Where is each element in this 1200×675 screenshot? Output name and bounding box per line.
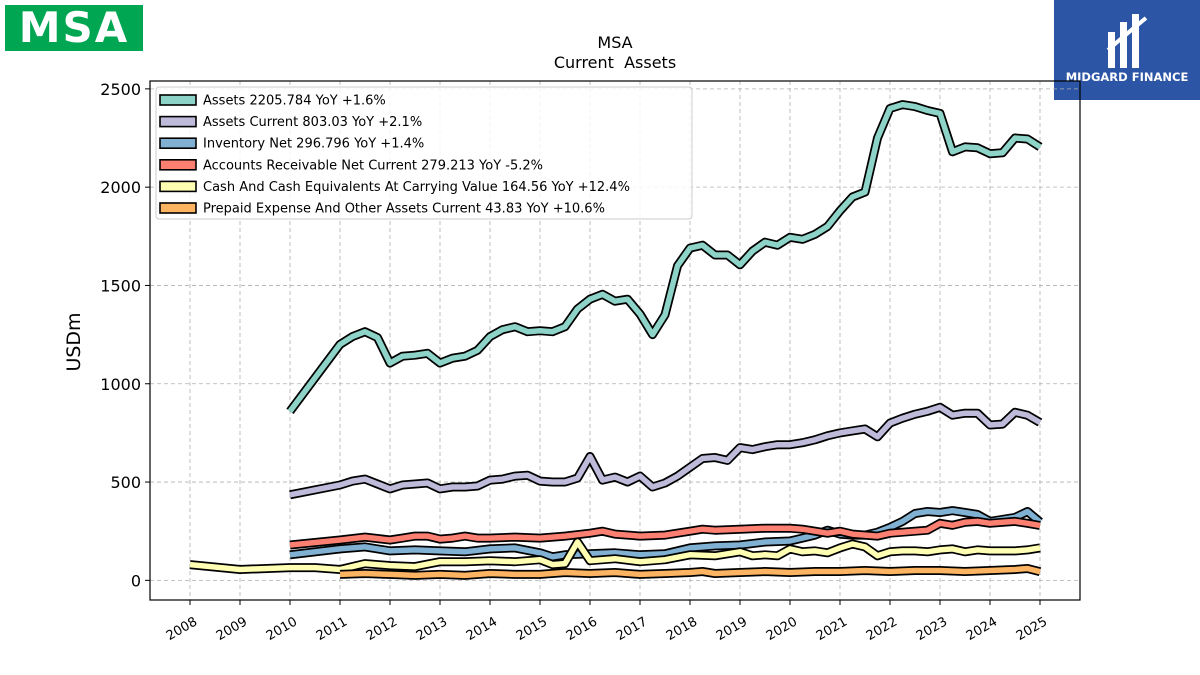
y-ticks: 0 500 1000 1500 2000 2500: [100, 80, 150, 590]
x-tick-label: 2011: [314, 614, 350, 644]
series-lines: [189, 100, 1043, 580]
x-tick-label: 2016: [564, 614, 600, 644]
legend-label: Prepaid Expense And Other Assets Current…: [203, 202, 605, 217]
msa-logo-text: MSA: [18, 3, 130, 52]
x-tick-label: 2025: [1014, 614, 1050, 644]
x-tick-label: 2015: [514, 614, 550, 644]
midgard-mark-icon: [1106, 14, 1148, 68]
x-tick-label: 2008: [164, 614, 200, 644]
legend: Assets 2205.784 YoY +1.6% Assets Current …: [155, 86, 693, 220]
x-tick-label: 2020: [764, 614, 800, 644]
y-tick-label: 2000: [100, 178, 141, 197]
y-axis-label: USDm: [63, 312, 85, 371]
y-tick-label: 500: [110, 473, 141, 492]
msa-logo: MSA: [5, 5, 143, 51]
x-tick-label: 2010: [264, 614, 300, 644]
y-tick-label: 2500: [100, 80, 141, 99]
y-tick-label: 0: [131, 571, 141, 590]
series-line: [289, 507, 1042, 560]
legend-label: Assets Current 803.03 YoY +2.1%: [203, 115, 422, 130]
legend-label: Cash And Cash Equivalents At Carrying Va…: [203, 180, 630, 195]
y-tick-label: 1000: [100, 375, 141, 394]
x-tick-label: 2017: [614, 614, 650, 644]
legend-swatch: [159, 202, 197, 214]
legend-label: Accounts Receivable Net Current 279.213 …: [203, 158, 543, 173]
x-tick-label: 2021: [814, 614, 850, 644]
midgard-finance-logo: MIDGARD FINANCE: [1054, 0, 1200, 100]
x-tick-label: 2019: [714, 614, 750, 644]
x-ticks: 2008 2009 2010 2011 2012 2013 2014 2015 2016 2017…: [164, 600, 1050, 644]
legend-swatch: [159, 115, 197, 128]
x-tick-label: 2024: [964, 614, 1000, 644]
midgard-logo-text: MIDGARD FINANCE: [1065, 70, 1189, 84]
legend-box: [155, 86, 693, 220]
plot-frame: [149, 80, 1081, 601]
series-line: [339, 565, 1041, 579]
legend-swatch: [159, 137, 197, 149]
legend-label: Assets 2205.784 YoY +1.6%: [203, 94, 386, 109]
x-tick-label: 2014: [464, 614, 500, 644]
series-line: [289, 404, 1042, 498]
x-tick-label: 2023: [914, 614, 950, 644]
series-line: [287, 101, 1042, 413]
x-tick-label: 2018: [664, 614, 700, 644]
x-tick-label: 2022: [864, 614, 900, 644]
series-line: [189, 539, 1041, 573]
legend-swatch: [159, 159, 197, 171]
legend-swatch: [159, 94, 197, 106]
x-tick-label: 2009: [214, 614, 250, 644]
legend-swatch: [159, 180, 197, 193]
x-tick-label: 2012: [364, 614, 400, 644]
x-tick-label: 2013: [414, 614, 450, 644]
y-tick-label: 1500: [100, 276, 141, 295]
chart-title: MSA: [597, 33, 632, 52]
series-line: [289, 518, 1041, 548]
legend-label: Inventory Net 296.796 YoY +1.4%: [203, 137, 424, 152]
chart-subtitle: Current Assets: [554, 53, 676, 72]
